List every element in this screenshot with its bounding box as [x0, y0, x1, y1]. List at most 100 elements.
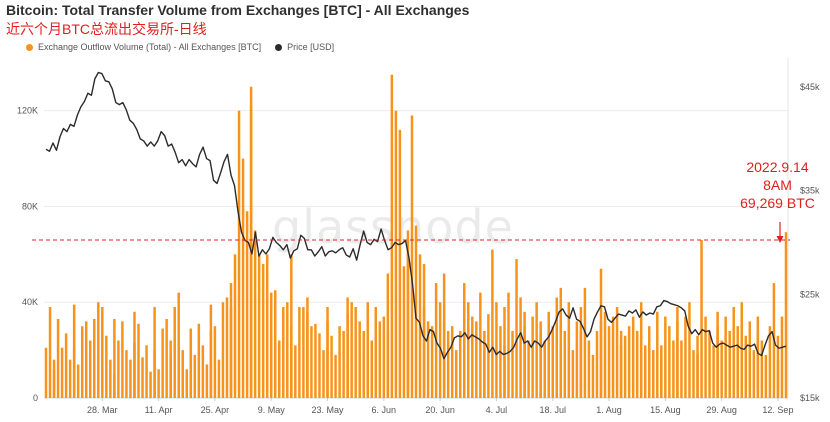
- outflow-bar: [113, 318, 116, 398]
- outflow-bar: [422, 307, 426, 398]
- outflow-bar: [125, 350, 128, 398]
- x-tick-label: 28. Mar: [87, 405, 118, 415]
- outflow-bar: [639, 335, 643, 398]
- outflow-bar: [631, 316, 635, 398]
- outflow-bar: [555, 297, 558, 398]
- outflow-bar: [668, 326, 671, 398]
- outflow-bar: [302, 307, 305, 398]
- outflow-bar: [475, 321, 478, 398]
- outflow-bar: [97, 302, 100, 398]
- outflow-bar: [656, 311, 659, 398]
- outflow-bar: [209, 304, 213, 398]
- outflow-bar: [756, 316, 760, 398]
- outflow-bar: [547, 311, 550, 398]
- outflow-bar: [551, 326, 554, 398]
- outflow-bar: [390, 74, 394, 398]
- outflow-bar: [519, 297, 522, 398]
- outflow-bar: [173, 307, 176, 398]
- outflow-bar: [499, 326, 502, 398]
- outflow-bar: [334, 354, 337, 398]
- x-tick-label: 4. Jul: [486, 405, 508, 415]
- outflow-bar: [752, 350, 756, 398]
- outflow-bar: [282, 307, 285, 398]
- outflow-bar: [652, 350, 655, 398]
- outflow-bar: [527, 340, 530, 398]
- outflow-bar: [583, 287, 587, 398]
- outflow-bar: [257, 254, 261, 398]
- legend: Exchange Outflow Volume (Total) - All Ex…: [26, 42, 334, 52]
- outflow-bar: [60, 347, 64, 398]
- outflow-bar: [326, 321, 329, 398]
- outflow-bar: [322, 350, 325, 398]
- outflow-bar: [310, 326, 313, 398]
- outflow-bar: [286, 302, 289, 398]
- outflow-bar: [768, 326, 772, 398]
- outflow-bar: [430, 326, 434, 398]
- outflow-bar: [113, 374, 116, 398]
- y-axis-right: $15k $25k $35k $45k: [800, 82, 820, 403]
- y-right-tick-label: $15k: [800, 393, 820, 403]
- outflow-bar: [615, 307, 619, 398]
- outflow-bar: [189, 328, 193, 398]
- outflow-bar: [342, 330, 345, 398]
- outflow-bar: [221, 302, 225, 398]
- outflow-bar: [635, 330, 639, 398]
- x-tick-label: 11. Apr: [145, 405, 173, 415]
- outflow-bar: [672, 340, 675, 398]
- outflow-bar: [169, 354, 172, 398]
- outflow-bar: [607, 326, 611, 398]
- outflow-bar: [382, 316, 386, 398]
- outflow-bar: [346, 314, 349, 398]
- outflow-bar: [318, 333, 321, 398]
- y-right-tick-label: $45k: [800, 82, 820, 92]
- outflow-bar: [567, 302, 571, 398]
- outflow-bar: [109, 359, 112, 398]
- outflow-bar: [261, 263, 265, 398]
- outflow-bar: [535, 302, 538, 398]
- outflow-bar: [350, 302, 353, 398]
- outflow-bar: [511, 330, 514, 398]
- outflow-bar: [241, 158, 245, 398]
- outflow-bar: [265, 254, 269, 398]
- outflow-bar: [587, 340, 591, 398]
- outflow-bar: [362, 330, 365, 398]
- outflow-bar: [623, 335, 627, 398]
- outflow-bar: [438, 302, 442, 398]
- outflow-bar: [378, 321, 382, 398]
- outflow-bar: [463, 283, 466, 398]
- outflow-bar: [579, 307, 583, 398]
- outflow-bar: [676, 321, 679, 398]
- outflow-bar: [724, 316, 727, 398]
- outflow-bar: [314, 323, 317, 398]
- annotation-arrow: [776, 222, 784, 243]
- outflow-bar: [193, 354, 197, 398]
- outflow-bar: [603, 311, 607, 398]
- outflow-bar: [157, 369, 160, 398]
- y-left-tick-label: 120K: [17, 106, 38, 116]
- outflow-bar: [278, 340, 281, 398]
- outflow-bar: [563, 330, 567, 398]
- outflow-bar: [744, 335, 748, 398]
- legend-outflow-swatch: [26, 43, 33, 51]
- x-tick-label: 15. Aug: [650, 405, 681, 415]
- y-right-tick-label: $25k: [800, 289, 820, 299]
- outflow-bar: [740, 302, 743, 398]
- legend-item-price[interactable]: Price [USD]: [275, 42, 334, 52]
- x-tick-label: 18. Jul: [539, 405, 566, 415]
- annotation-callout: 2022.9.14 8AM 69,269 BTC: [730, 158, 825, 212]
- outflow-bar: [398, 129, 402, 398]
- outflow-bar: [137, 323, 140, 398]
- outflow-bar: [471, 316, 474, 398]
- legend-item-outflow[interactable]: Exchange Outflow Volume (Total) - All Ex…: [26, 42, 261, 52]
- outflow-bar: [680, 340, 683, 398]
- outflow-bar: [64, 333, 68, 398]
- y-axis-left: 0 40K 80K 120K: [17, 106, 38, 403]
- outflow-bar: [728, 330, 731, 398]
- x-tick-label: 20. Jun: [425, 405, 455, 415]
- outflow-bar: [543, 340, 546, 398]
- outflow-bar: [595, 330, 599, 398]
- outflow-bar: [294, 345, 297, 398]
- outflow-bar: [338, 326, 341, 398]
- outflow-bar: [80, 326, 84, 398]
- x-axis: 28. Mar 11. Apr 25. Apr 9. May 23. May 6. Jun…: [87, 398, 793, 415]
